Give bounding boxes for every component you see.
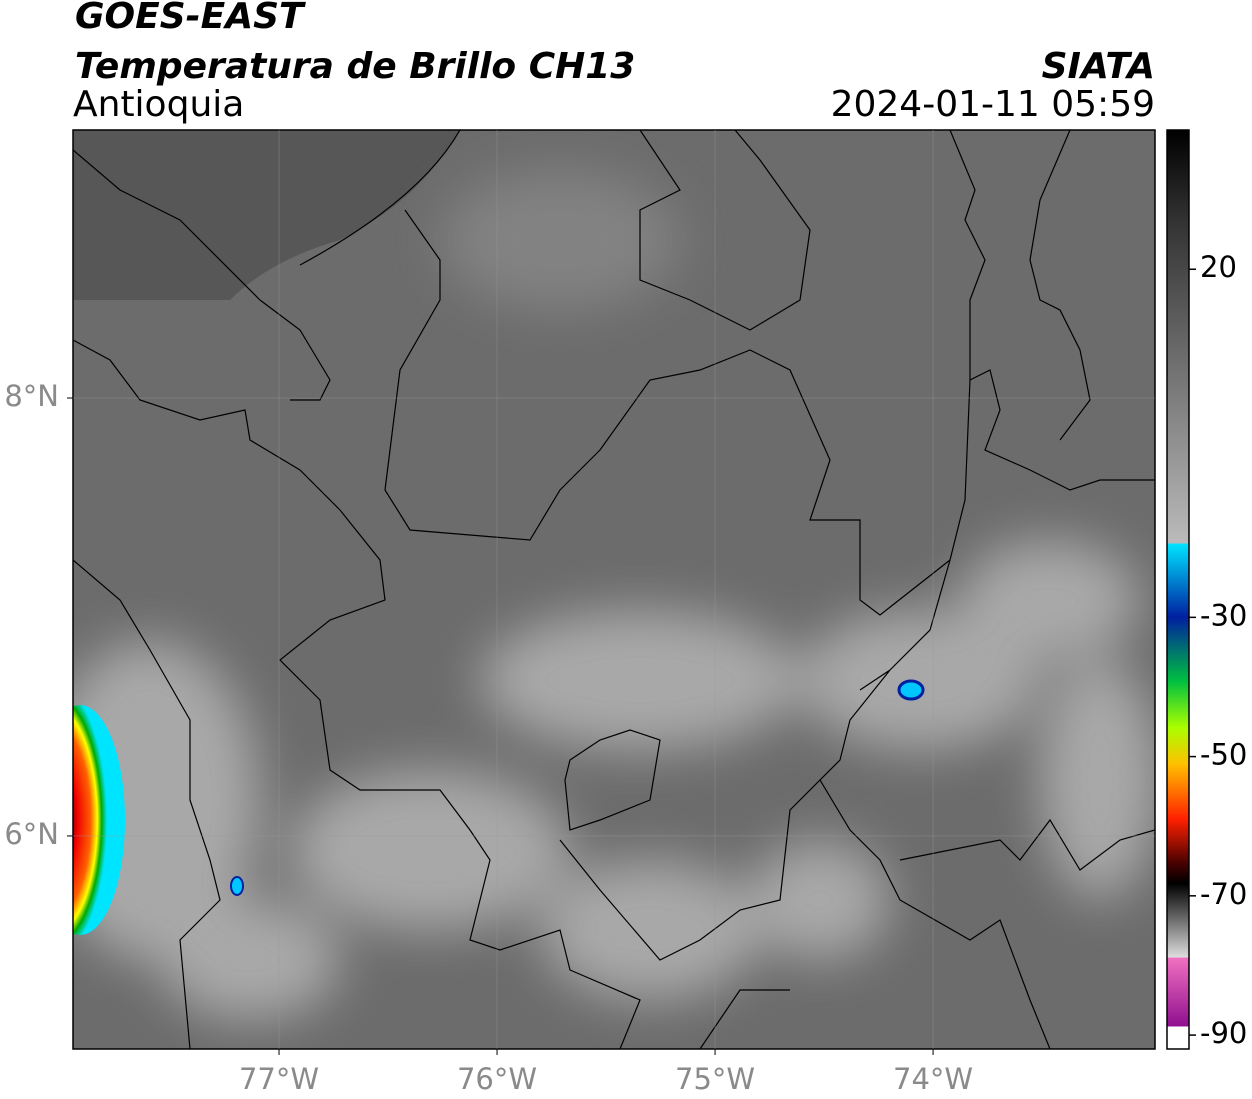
colorbar-tick-label: 20 bbox=[1200, 250, 1237, 284]
x-tick-label: 74°W bbox=[893, 1062, 973, 1096]
satellite-image bbox=[73, 130, 1155, 1049]
x-tick-label: 76°W bbox=[457, 1062, 537, 1096]
datetime: 2024-01-11 05:59 bbox=[831, 84, 1155, 125]
y-tick-label: 6°N bbox=[4, 817, 59, 851]
x-tick-label: 75°W bbox=[675, 1062, 755, 1096]
subtitle: Temperatura de Brillo CH13 bbox=[75, 46, 635, 87]
x-tick-label: 77°W bbox=[239, 1062, 319, 1096]
colorbar-tick-label: -70 bbox=[1200, 877, 1247, 911]
colorbar-tick-label: -30 bbox=[1200, 598, 1247, 632]
colorbar-tick-label: -50 bbox=[1200, 738, 1247, 772]
colorbar-tick-label: -90 bbox=[1200, 1016, 1247, 1050]
source: SIATA bbox=[1042, 46, 1155, 87]
y-tick-label: 8°N bbox=[4, 379, 59, 413]
map-frame bbox=[72, 129, 1156, 1050]
region: Antioquia bbox=[73, 84, 244, 125]
title: GOES-EAST bbox=[75, 0, 306, 37]
colorbar bbox=[1166, 129, 1190, 1050]
